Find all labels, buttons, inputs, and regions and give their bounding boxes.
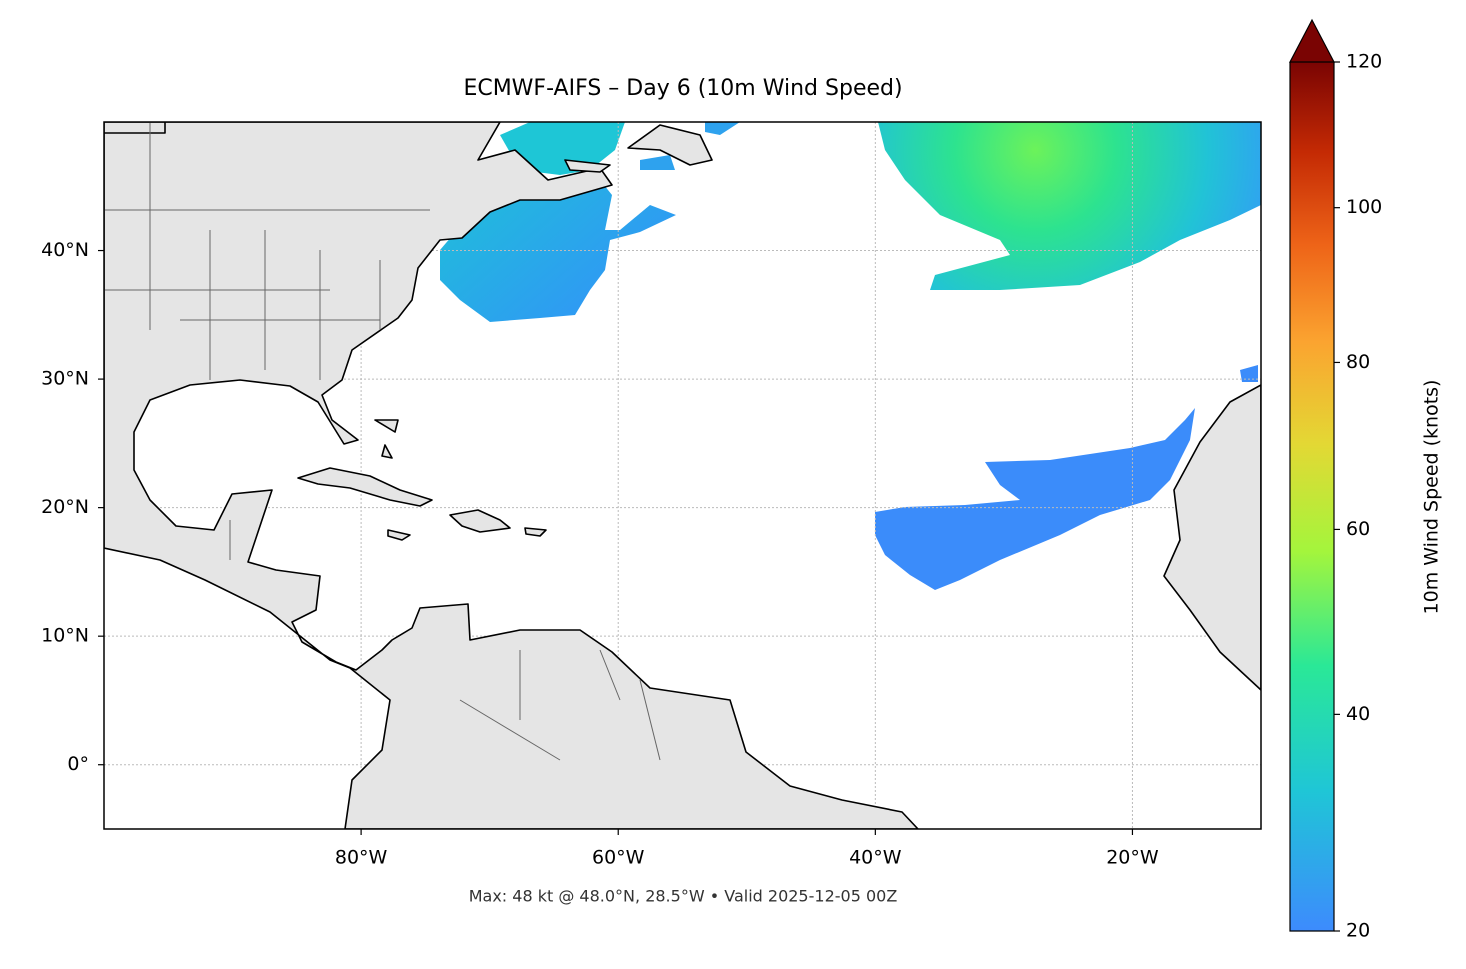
y-tick-label: 0° bbox=[67, 753, 89, 775]
x-tick-label: 20°W bbox=[1106, 847, 1159, 869]
colorbar-ramp bbox=[1290, 62, 1334, 931]
wind-area bbox=[878, 122, 1261, 290]
island-cuba bbox=[297, 467, 433, 507]
x-tick-label: 40°W bbox=[849, 847, 902, 869]
colorbar-frame bbox=[1289, 62, 1335, 932]
colorbar-tick-label: 40 bbox=[1346, 703, 1370, 725]
colorbar-tick-label: 80 bbox=[1346, 351, 1370, 373]
map-frame bbox=[103, 121, 1262, 830]
y-tick-label: 20°N bbox=[41, 496, 89, 518]
colorbar-extend bbox=[1289, 18, 1335, 63]
caption: Max: 48 kt @ 48.0°N, 28.5°W • Valid 2025… bbox=[469, 887, 898, 906]
y-tick-label: 10°N bbox=[41, 625, 89, 647]
land bbox=[104, 122, 1261, 829]
colorbar-label: 10m Wind Speed (knots) bbox=[1421, 380, 1443, 615]
colorbar: 20 40 60 80 100 120 bbox=[1289, 18, 1382, 942]
axes: 80°W 60°W 40°W 20°W 0° 10°N 20°N 30°N 40°N bbox=[41, 239, 1159, 868]
borders bbox=[104, 122, 661, 761]
x-tick-label: 60°W bbox=[592, 847, 645, 869]
land-americas bbox=[104, 122, 919, 829]
y-tick-label: 40°N bbox=[41, 239, 89, 261]
colorbar-tick-label: 120 bbox=[1346, 51, 1382, 73]
islands bbox=[374, 419, 547, 541]
wind-area bbox=[500, 122, 625, 175]
x-tick-label: 80°W bbox=[335, 847, 388, 869]
colorbar-tick-label: 100 bbox=[1346, 196, 1382, 218]
land-north bbox=[104, 122, 713, 173]
map-layers bbox=[104, 122, 1261, 829]
y-tick-label: 30°N bbox=[41, 368, 89, 390]
colorbar-tick-label: 60 bbox=[1346, 518, 1370, 540]
map-title: ECMWF-AIFS – Day 6 (10m Wind Speed) bbox=[463, 76, 902, 101]
land-africa bbox=[1163, 384, 1261, 691]
wind-area bbox=[875, 365, 1258, 590]
colorbar-tick-label: 20 bbox=[1346, 920, 1370, 942]
